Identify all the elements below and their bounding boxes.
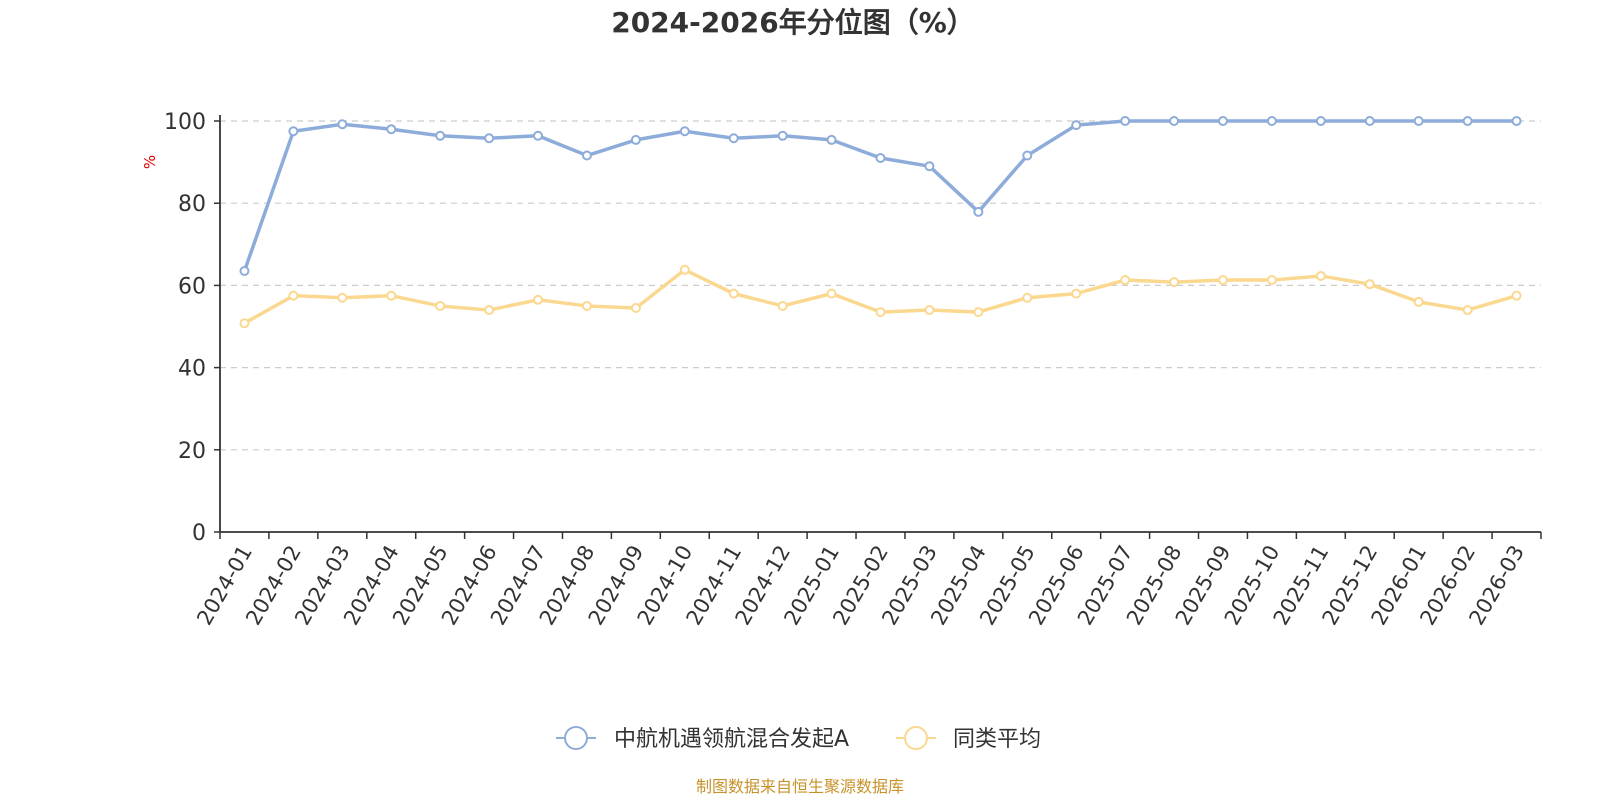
- data-point-0[interactable]: [1462, 116, 1473, 126]
- data-point-1[interactable]: [484, 305, 495, 316]
- data-point-1[interactable]: [1022, 292, 1033, 303]
- data-point-0[interactable]: [1266, 116, 1277, 126]
- data-point-1[interactable]: [1364, 279, 1375, 290]
- data-point-1[interactable]: [288, 290, 299, 301]
- legend: 中航机遇领航混合发起A 同类平均: [556, 726, 1041, 752]
- data-point-1[interactable]: [1462, 305, 1473, 316]
- legend-marker-fund: [564, 726, 588, 750]
- data-point-0[interactable]: [484, 133, 495, 144]
- data-point-1[interactable]: [826, 288, 837, 299]
- data-point-0[interactable]: [533, 130, 544, 141]
- data-point-0[interactable]: [288, 126, 299, 137]
- legend-label-fund: 中航机遇领航混合发起A: [614, 727, 849, 752]
- data-point-1[interactable]: [777, 300, 788, 311]
- data-point-0[interactable]: [728, 133, 739, 144]
- legend-marker-peer-average: [904, 726, 928, 750]
- series-lines: [239, 116, 1522, 329]
- data-point-0[interactable]: [630, 134, 641, 145]
- data-point-0[interactable]: [973, 206, 984, 217]
- series-line-0: [242, 119, 1517, 272]
- legend-item-fund[interactable]: 中航机遇领航混合发起A: [556, 726, 849, 752]
- data-point-1[interactable]: [728, 288, 739, 299]
- data-point-0[interactable]: [1169, 116, 1180, 126]
- data-point-1[interactable]: [435, 300, 446, 311]
- data-point-1[interactable]: [1120, 275, 1131, 286]
- data-point-0[interactable]: [1413, 116, 1424, 126]
- data-point-1[interactable]: [1266, 275, 1277, 286]
- data-point-0[interactable]: [924, 161, 935, 172]
- data-point-1[interactable]: [1217, 275, 1228, 286]
- y-tick-label: 100: [164, 110, 206, 135]
- data-point-0[interactable]: [1364, 116, 1375, 126]
- legend-item-peer-average[interactable]: 同类平均: [896, 726, 1041, 752]
- data-point-1[interactable]: [1071, 288, 1082, 299]
- data-point-0[interactable]: [875, 152, 886, 163]
- grid-lines: [220, 120, 1541, 451]
- data-point-0[interactable]: [1315, 116, 1326, 126]
- data-point-0[interactable]: [826, 134, 837, 145]
- data-point-1[interactable]: [386, 290, 397, 301]
- data-point-0[interactable]: [1511, 116, 1522, 126]
- data-point-1[interactable]: [239, 318, 250, 329]
- y-tick-label: 40: [178, 357, 206, 382]
- data-point-0[interactable]: [679, 126, 690, 137]
- data-point-1[interactable]: [679, 264, 690, 275]
- y-tick-label: 0: [192, 521, 206, 546]
- data-point-0[interactable]: [239, 266, 250, 277]
- data-point-0[interactable]: [1022, 150, 1033, 161]
- y-tick-label: 60: [178, 274, 206, 299]
- data-point-1[interactable]: [533, 294, 544, 305]
- y-tick-label: 20: [178, 439, 206, 464]
- data-point-1[interactable]: [924, 305, 935, 316]
- data-point-0[interactable]: [581, 150, 592, 161]
- chart-title: 2024-2026年分位图（%）: [611, 6, 975, 39]
- data-point-1[interactable]: [875, 307, 886, 318]
- legend-label-peer-average: 同类平均: [953, 727, 1041, 752]
- y-tick-label: 80: [178, 192, 206, 217]
- data-point-0[interactable]: [435, 130, 446, 141]
- data-point-0[interactable]: [337, 119, 348, 130]
- y-axis-unit: %: [141, 155, 159, 169]
- data-point-0[interactable]: [1120, 116, 1131, 126]
- data-point-0[interactable]: [1071, 120, 1082, 131]
- data-point-1[interactable]: [630, 303, 641, 314]
- data-point-1[interactable]: [973, 307, 984, 318]
- data-point-1[interactable]: [1413, 296, 1424, 307]
- data-point-1[interactable]: [1315, 270, 1326, 281]
- data-point-0[interactable]: [1217, 116, 1228, 126]
- data-point-0[interactable]: [777, 130, 788, 141]
- data-point-1[interactable]: [1511, 290, 1522, 301]
- data-source-note: 制图数据来自恒生聚源数据库: [696, 777, 904, 796]
- axes: 0204060801002024-012024-022024-032024-04…: [164, 110, 1542, 629]
- data-point-1[interactable]: [1169, 277, 1180, 288]
- data-point-0[interactable]: [386, 124, 397, 135]
- data-point-1[interactable]: [337, 292, 348, 303]
- data-point-1[interactable]: [581, 300, 592, 311]
